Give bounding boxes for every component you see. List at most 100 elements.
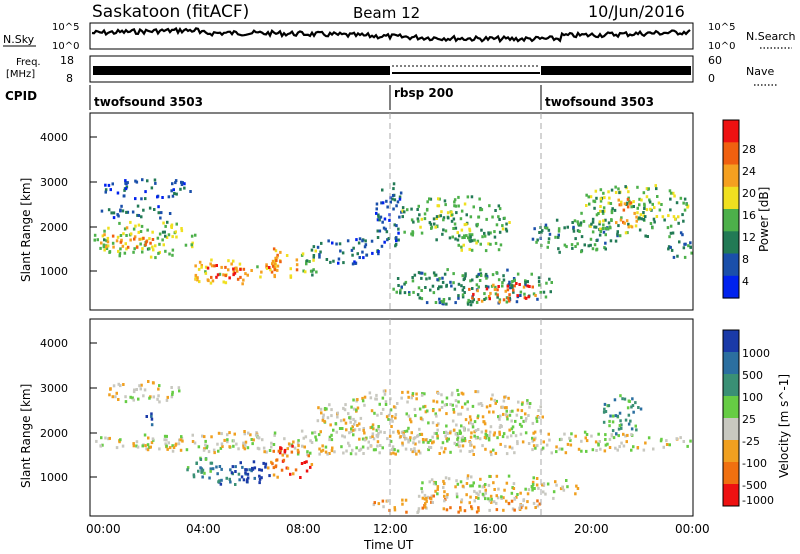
data-cell (135, 180, 139, 184)
data-cell (274, 256, 277, 260)
data-cell (154, 181, 157, 185)
data-cell (644, 441, 647, 445)
data-cell (380, 244, 384, 248)
data-cell (210, 258, 213, 262)
noise-left-tick-bottom: 10^0 (52, 41, 79, 52)
data-cell (566, 442, 570, 446)
data-cell (495, 508, 499, 512)
data-cell (107, 208, 111, 212)
data-cell (473, 434, 476, 438)
data-cell (585, 204, 588, 207)
colorbar-swatch (723, 120, 739, 143)
data-cell (456, 482, 460, 486)
data-cell (244, 468, 247, 472)
data-cell (468, 287, 471, 291)
data-cell (394, 406, 397, 410)
data-cell (524, 283, 527, 287)
data-cell (296, 448, 300, 452)
data-cell (301, 444, 304, 448)
data-cell (395, 236, 398, 240)
data-cell (122, 383, 125, 386)
data-cell (352, 417, 355, 421)
data-cell (509, 434, 513, 438)
data-cell (631, 404, 635, 407)
data-cell (356, 423, 359, 427)
data-cell (106, 244, 110, 248)
data-cell (355, 446, 358, 450)
data-cell (475, 300, 479, 304)
data-cell (475, 510, 479, 514)
power-panel: Slant Range [km] 1000 2000 3000 4000 (19, 112, 694, 311)
data-cell (642, 448, 646, 452)
data-cell (137, 397, 140, 401)
data-cell (488, 204, 491, 208)
data-cell (322, 413, 325, 417)
data-cell (630, 225, 634, 229)
data-cell (177, 442, 181, 446)
data-cell (425, 496, 428, 500)
data-cell (432, 494, 435, 498)
data-cell (483, 234, 487, 238)
data-cell (682, 440, 685, 443)
data-cell (649, 207, 652, 211)
data-cell (400, 430, 404, 434)
data-cell (305, 262, 308, 266)
data-cell (457, 393, 460, 397)
data-cell (510, 419, 513, 423)
data-cell (100, 241, 103, 245)
data-cell (501, 224, 504, 228)
velocity-colorbar-frame (722, 329, 740, 507)
data-cell (508, 428, 511, 432)
data-cell (175, 192, 178, 196)
data-cell (372, 437, 376, 441)
data-cell (404, 447, 408, 451)
x-tick-0000: 00:00 (86, 522, 121, 536)
data-cell (271, 262, 274, 266)
data-cell (640, 198, 643, 202)
data-cell (611, 429, 615, 433)
data-cell (157, 251, 160, 255)
data-cell (454, 485, 457, 489)
data-cell (446, 439, 449, 443)
data-cell (443, 403, 447, 407)
data-cell (466, 400, 469, 404)
data-cell (193, 441, 197, 445)
data-cell (310, 441, 314, 444)
data-cell (354, 452, 358, 456)
data-cell (101, 234, 105, 238)
data-cell (395, 239, 398, 243)
data-cell (158, 242, 161, 246)
data-cell (619, 218, 623, 222)
data-cell (563, 432, 566, 436)
data-cell (428, 197, 431, 201)
data-cell (362, 256, 365, 260)
data-cell (598, 440, 601, 443)
data-cell (385, 230, 389, 234)
data-cell (501, 435, 505, 439)
data-cell (558, 250, 561, 254)
data-cell (442, 216, 446, 220)
data-cell (119, 438, 122, 442)
data-cell (457, 510, 460, 514)
data-cell (158, 400, 161, 404)
data-cell (591, 217, 595, 221)
data-cell (607, 404, 611, 408)
power-cbar-tick-20: 20 (742, 187, 756, 200)
data-cell (595, 196, 598, 200)
data-cell (606, 227, 610, 231)
data-cell (484, 483, 487, 486)
data-cell (683, 208, 687, 212)
data-cell (493, 488, 496, 491)
data-cell (134, 224, 137, 228)
data-cell (504, 227, 508, 231)
data-cell (473, 445, 476, 449)
data-cell (435, 238, 438, 242)
data-cell (660, 203, 663, 206)
data-cell (204, 457, 208, 461)
data-cell (391, 194, 395, 197)
data-cell (382, 226, 386, 230)
data-cell (505, 481, 509, 485)
data-cell (479, 402, 483, 405)
data-cell (108, 393, 111, 397)
data-cell (442, 450, 446, 454)
